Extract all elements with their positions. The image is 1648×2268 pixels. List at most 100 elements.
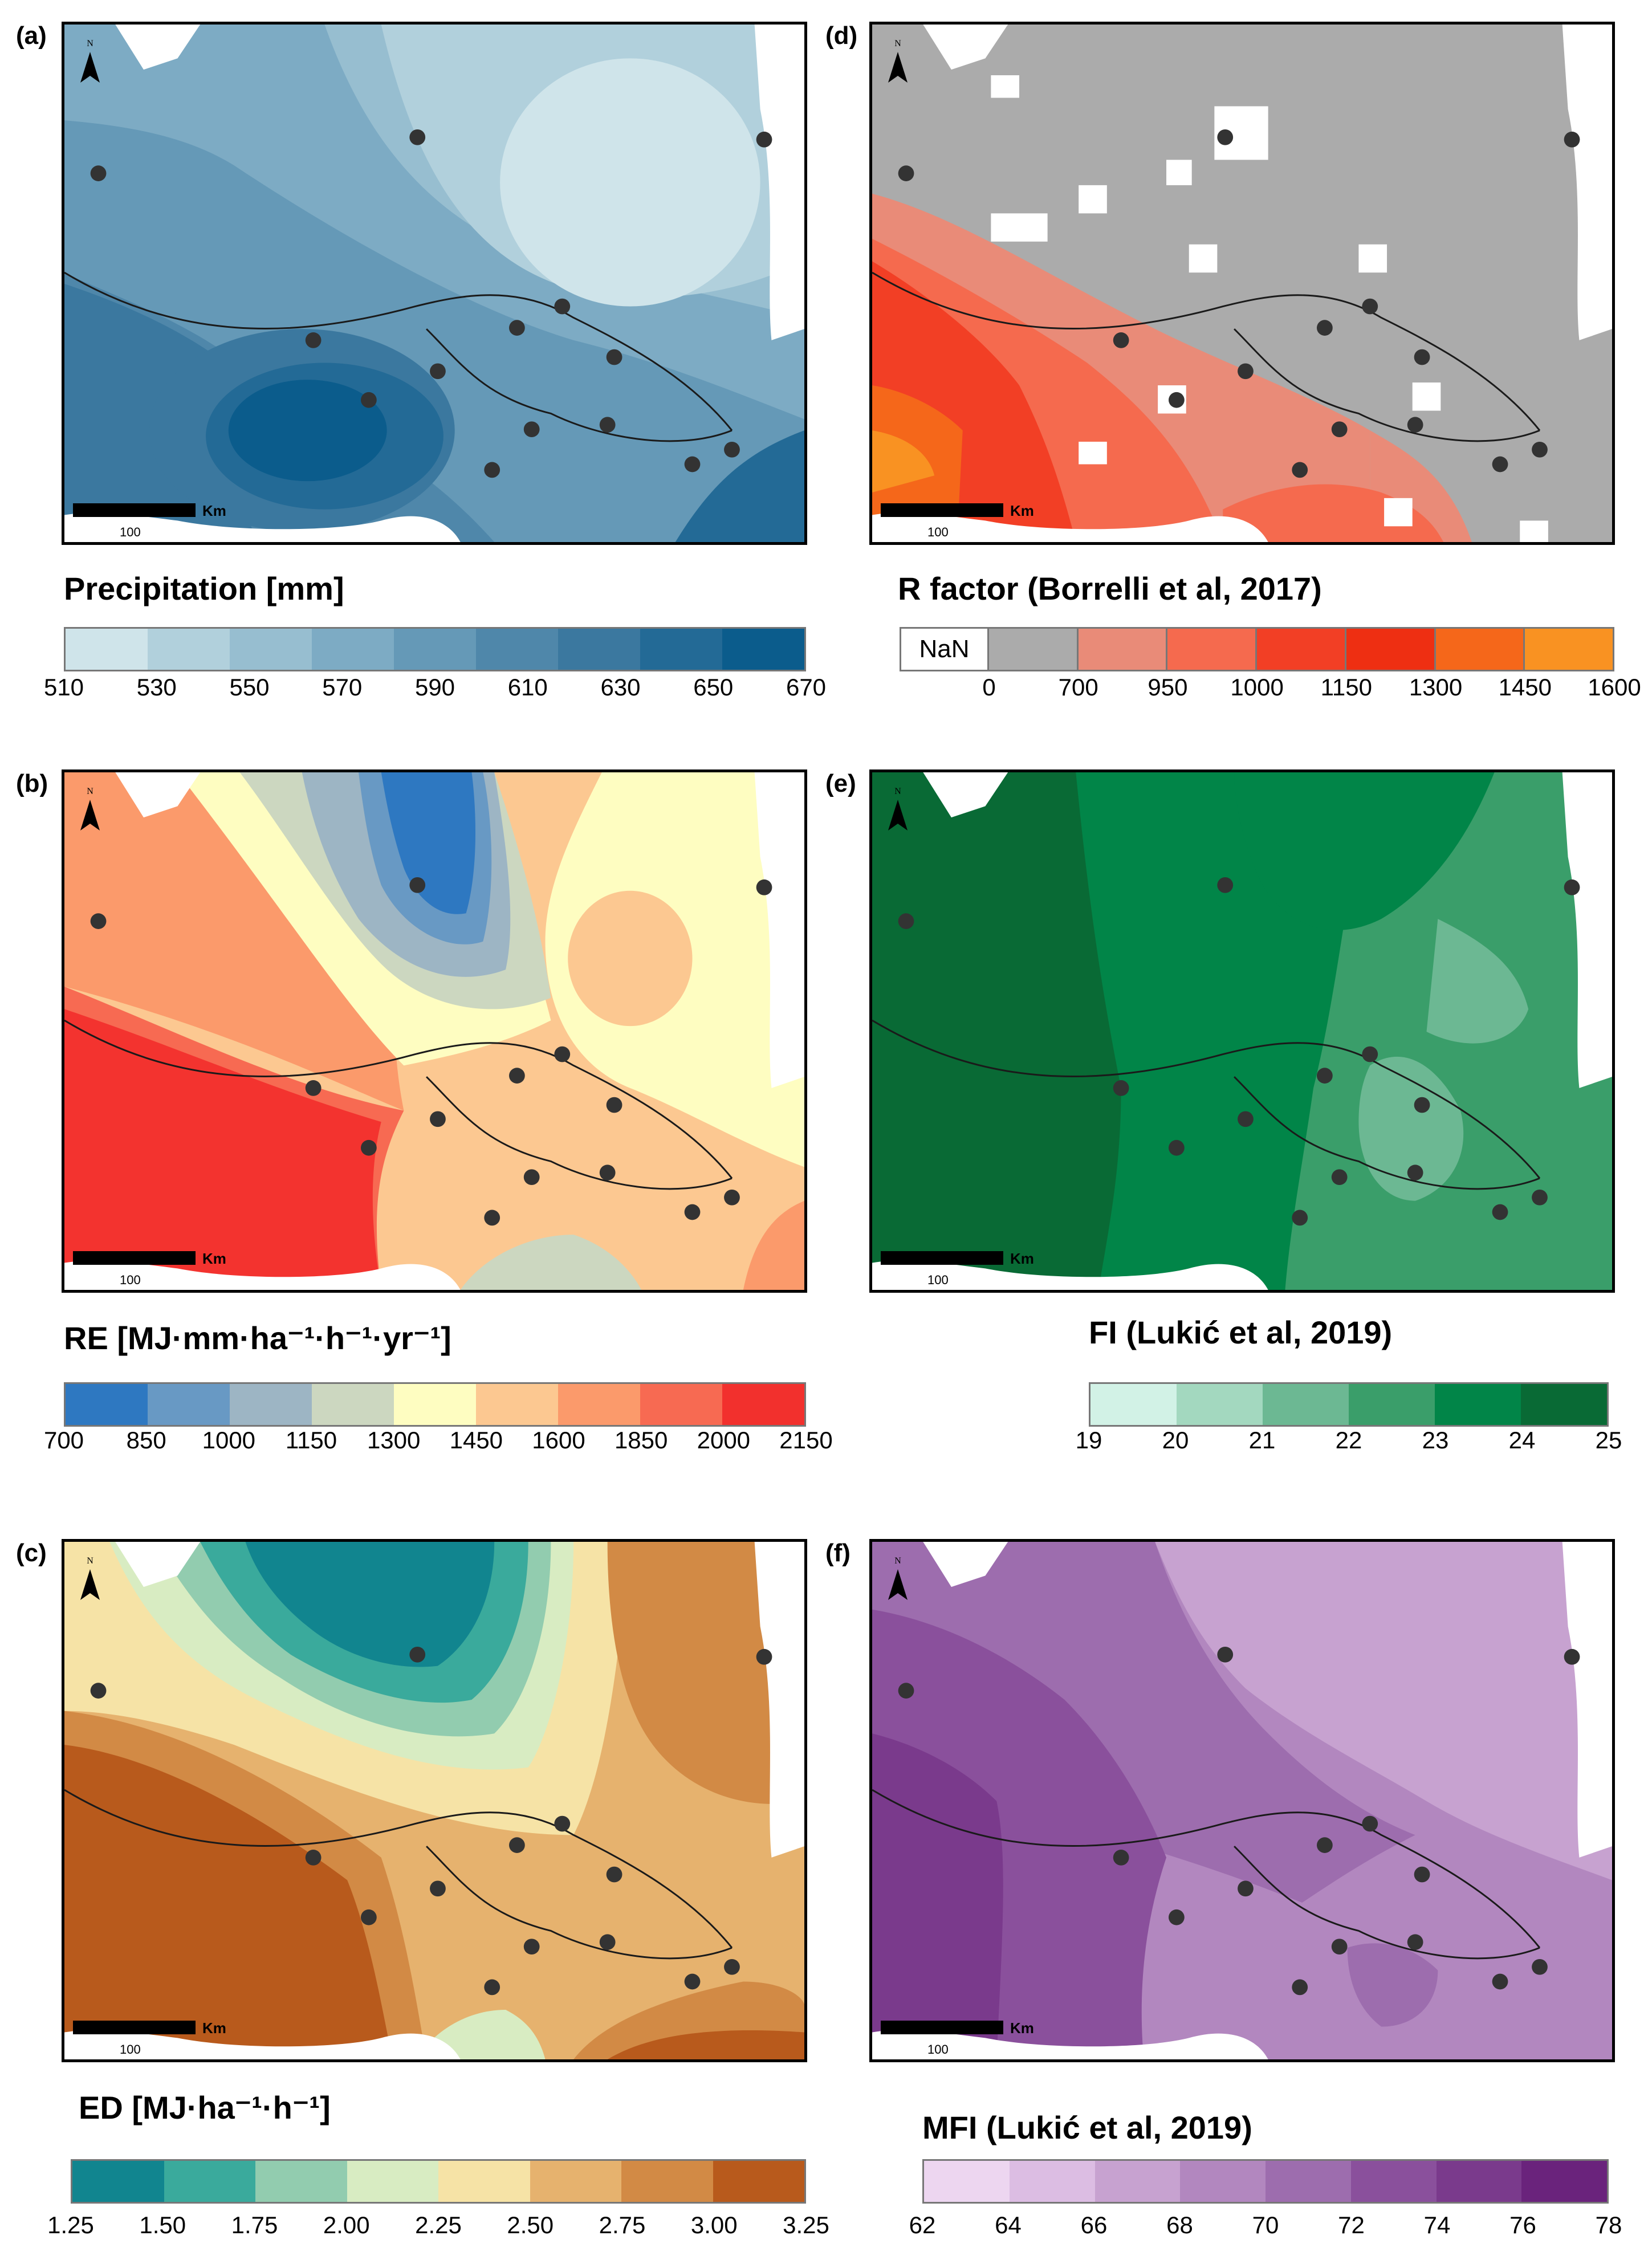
legend-f-tick-label: 74 — [1423, 2212, 1451, 2238]
legend-e-tick-label: 23 — [1422, 1427, 1449, 1453]
scale-bar — [881, 1251, 1003, 1265]
legend-f-tick-label: 72 — [1338, 2212, 1365, 2238]
legend-a-tick-label: 530 — [136, 674, 177, 701]
legend-b-tick-label: 850 — [126, 1427, 166, 1453]
panel-e-title: FI (Lukić et al, 2019) — [1089, 1314, 1393, 1350]
legend-d-swatch — [1076, 629, 1166, 670]
scale-bar — [73, 2021, 196, 2034]
legend-c-swatch — [347, 2161, 438, 2202]
legend-a-swatch — [394, 629, 476, 670]
legend-d-nan-swatch: NaN — [901, 629, 990, 670]
legend-a-swatch — [230, 629, 312, 670]
legend-a-tick-label: 610 — [507, 674, 548, 701]
legend-c-tick-label: 2.25 — [415, 2212, 462, 2238]
legend-c-tick-label: 2.50 — [507, 2212, 554, 2238]
scale-unit: Km — [1010, 1250, 1034, 1267]
scale-value: 100 — [120, 2042, 141, 2057]
legend-b-swatch — [558, 1384, 640, 1425]
panel-b-tag: (b) — [16, 769, 48, 797]
legend-b-tick-label: 2150 — [779, 1427, 833, 1453]
legend-a-tick-label: 590 — [414, 674, 455, 701]
scale-value: 100 — [927, 1273, 949, 1287]
legend-d-swatch — [1255, 629, 1345, 670]
legend-e-swatch — [1263, 1384, 1349, 1425]
legend-d-tick-label: 1000 — [1230, 674, 1284, 701]
scale-value: 100 — [120, 1273, 141, 1287]
legend-a-tick-label: 510 — [43, 674, 84, 701]
scale-unit: Km — [1010, 502, 1034, 519]
legend-f-tick-label: 70 — [1252, 2212, 1279, 2238]
legend-e-swatch — [1521, 1384, 1607, 1425]
scale-unit: Km — [202, 502, 226, 519]
legend-d-tick-label: 950 — [1148, 674, 1188, 701]
legend-d-tick-label: 1150 — [1320, 674, 1373, 701]
legend-b-swatch — [148, 1384, 230, 1425]
legend-f-tick-label: 68 — [1166, 2212, 1193, 2238]
map-a-precipitation: N Km 100 — [62, 22, 807, 545]
panel-b-title: RE [MJ·mm·ha⁻¹·h⁻¹·yr⁻¹] — [64, 1320, 451, 1356]
legend-a-swatch — [312, 629, 394, 670]
north-arrow-icon: N — [76, 1553, 104, 1605]
panel-f-tag: (f) — [825, 1539, 851, 1567]
legend-b — [64, 1382, 806, 1427]
svg-text:N: N — [894, 1556, 901, 1566]
panel-f-title: MFI (Lukić et al, 2019) — [922, 2110, 1252, 2145]
legend-d-tick-label: 0 — [982, 674, 996, 701]
legend-e-tick-label: 21 — [1248, 1427, 1276, 1453]
scale-bar — [73, 503, 196, 517]
svg-text:N: N — [894, 787, 901, 796]
mfi-surface — [872, 1542, 1612, 2059]
legend-f-swatch — [1094, 2161, 1181, 2202]
legend-e-tick-label: 22 — [1335, 1427, 1362, 1453]
legend-c-tick-label: 2.75 — [599, 2212, 646, 2238]
scale-unit: Km — [202, 1250, 226, 1267]
north-arrow-icon: N — [884, 1553, 912, 1605]
legend-b-swatch — [312, 1384, 394, 1425]
legend-a-tick-label: 570 — [322, 674, 363, 701]
svg-text:N: N — [87, 787, 93, 796]
legend-d-swatch — [1166, 629, 1256, 670]
legend-c-swatch — [164, 2161, 255, 2202]
svg-text:N: N — [894, 39, 901, 48]
scale-value: 100 — [927, 2042, 949, 2057]
legend-b-tick-label: 1300 — [367, 1427, 421, 1453]
legend-c-swatch — [713, 2161, 804, 2202]
scale-value: 100 — [120, 525, 141, 539]
legend-b-tick-label: 1600 — [532, 1427, 585, 1453]
legend-b-tick-label: 700 — [43, 1427, 84, 1453]
legend-f-swatch — [1180, 2161, 1265, 2202]
legend-b-tick-label: 1850 — [614, 1427, 668, 1453]
scale-unit: Km — [1010, 2019, 1034, 2037]
legend-a-swatch — [476, 629, 558, 670]
legend-c — [71, 2159, 806, 2204]
legend-b-tick-label: 1450 — [449, 1427, 503, 1453]
legend-b-swatch — [476, 1384, 558, 1425]
panel-d-tag: (d) — [825, 22, 858, 50]
map-c-ed: N Km 100 — [62, 1539, 807, 2062]
legend-c-swatch — [530, 2161, 621, 2202]
scale-unit: Km — [202, 2019, 226, 2037]
legend-f-swatch — [1350, 2161, 1437, 2202]
legend-f-swatch — [924, 2161, 1010, 2202]
legend-a-tick-label: 670 — [786, 674, 827, 701]
legend-f-swatch — [1436, 2161, 1522, 2202]
legend-c-swatch — [438, 2161, 530, 2202]
panel-c-tag: (c) — [16, 1539, 47, 1567]
north-arrow-icon: N — [884, 784, 912, 835]
legend-f-tick-label: 62 — [909, 2212, 936, 2238]
legend-c-tick-label: 3.25 — [783, 2212, 829, 2238]
scale-value: 100 — [927, 525, 949, 539]
legend-c-tick-label: 1.50 — [139, 2212, 186, 2238]
legend-a-swatch — [640, 629, 722, 670]
legend-b-swatch — [66, 1384, 148, 1425]
legend-b-tick-label: 1000 — [202, 1427, 256, 1453]
north-arrow-icon: N — [76, 784, 104, 835]
svg-text:N: N — [87, 1556, 93, 1566]
re-surface — [64, 772, 804, 1290]
scale-bar — [881, 503, 1003, 517]
scale-bar — [881, 2021, 1003, 2034]
north-arrow-icon: N — [884, 36, 912, 87]
legend-f-swatch — [1009, 2161, 1095, 2202]
r-factor-surface — [872, 25, 1612, 542]
legend-a-tick-label: 630 — [600, 674, 641, 701]
